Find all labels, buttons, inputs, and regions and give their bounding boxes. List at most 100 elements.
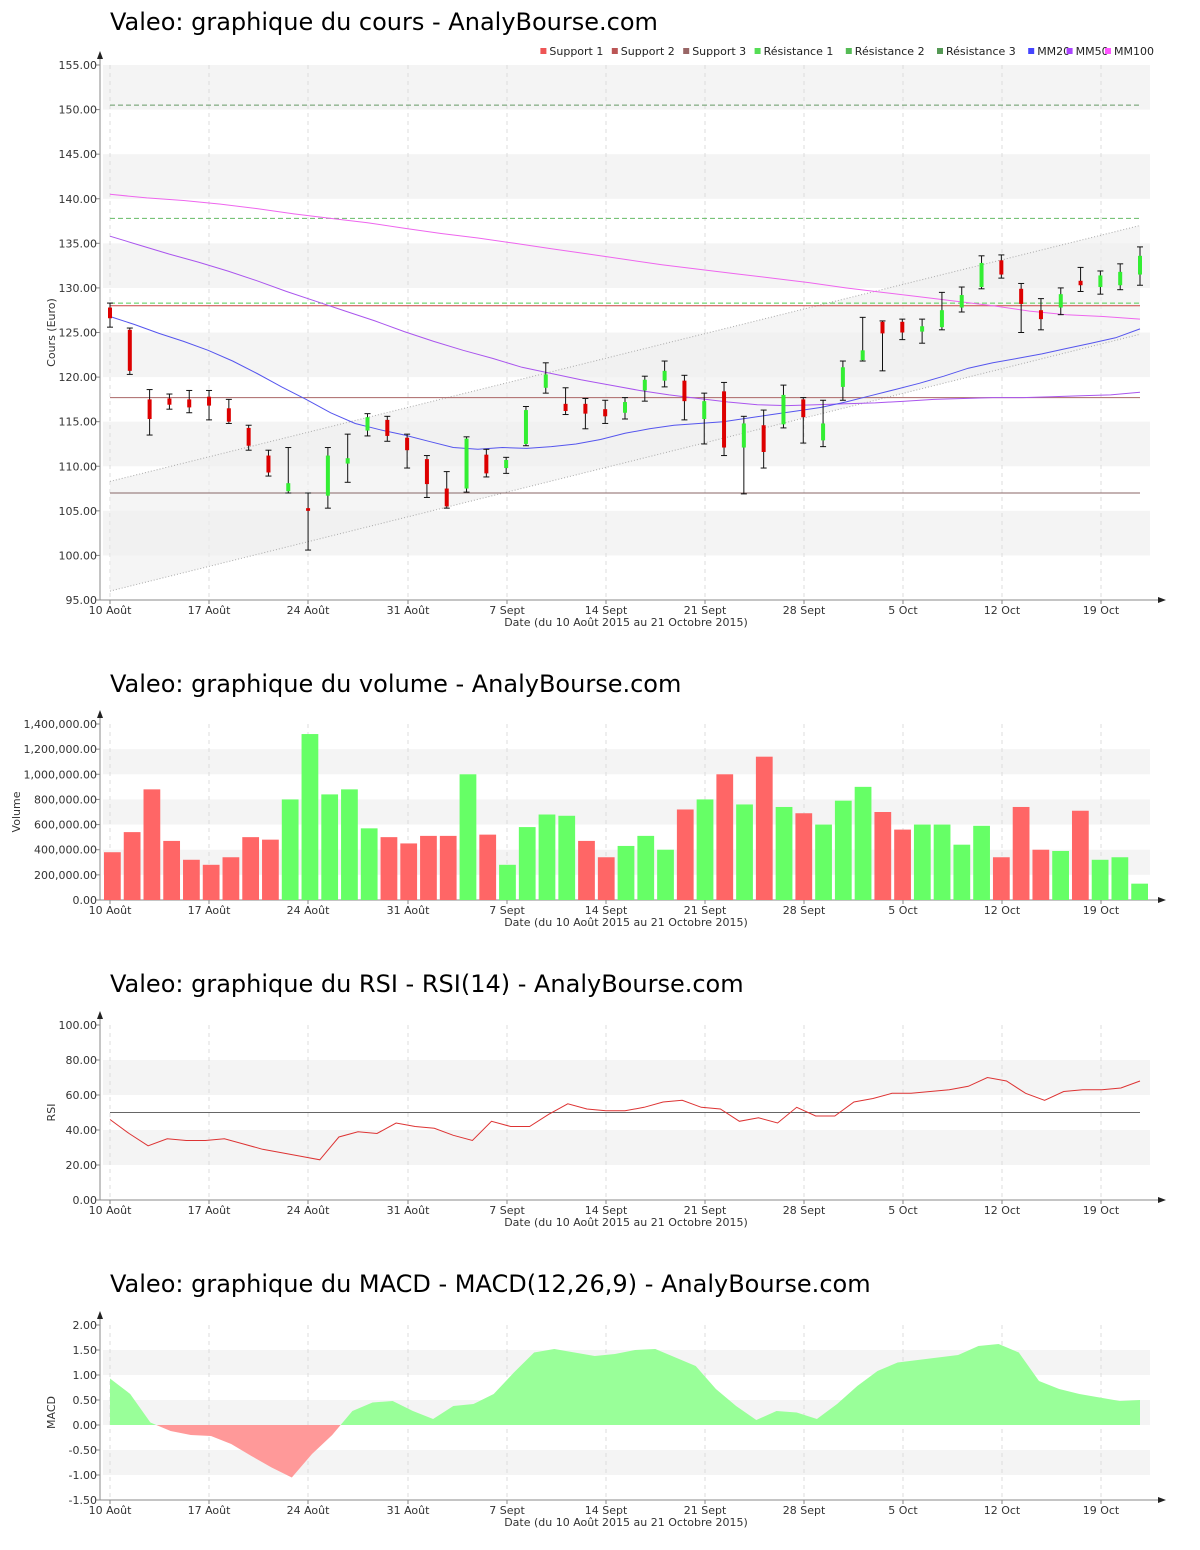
x-tick-label: 7 Sept [489,604,525,617]
y-tick-label: -1.50 [69,1494,97,1507]
x-tick-label: 7 Sept [489,1204,525,1217]
x-tick-label: 31 Août [387,1504,431,1517]
x-tick-label: 24 Août [287,1204,331,1217]
x-tick-label: 19 Oct [1083,1204,1120,1217]
x-tick-label: 10 Août [89,1204,133,1217]
volume-bar-up [696,799,714,900]
legend-label: MM20 [1037,45,1070,58]
y-tick-label: 95.00 [66,594,98,607]
y-tick-label: 135.00 [59,237,98,250]
candle-down [108,307,112,319]
volume-bar-up [1091,859,1109,900]
legend-label: Résistance 1 [764,45,834,58]
candle-up [860,350,865,361]
candle-down [1038,310,1043,320]
x-tick-label: 28 Sept [783,604,826,617]
volume-bar-down [380,837,398,900]
x-tick-label: 12 Oct [984,1204,1021,1217]
volume-bar-up [657,849,674,900]
candle-up [741,423,746,448]
y-tick-label: 100.00 [59,549,98,562]
candle-down [385,419,390,436]
candle-up [1098,275,1103,288]
candle-down [405,437,410,451]
y-tick-label: 105.00 [59,505,98,518]
x-tick-label: 12 Oct [984,1504,1021,1517]
volume-bar-up [973,825,990,900]
volume-bar-down [1032,849,1050,900]
rsi-chart-title: Valeo: graphique du RSI - RSI(14) - Anal… [110,970,744,998]
legend-marker [611,48,618,54]
y-tick-label: 150.00 [59,104,98,117]
volume-bar-up [321,794,339,900]
volume-bar-up [1052,850,1069,900]
x-tick-label: 12 Oct [984,904,1021,917]
y-tick-label: 145.00 [59,148,98,161]
candle-up [959,295,964,308]
volume-bar-down [163,840,181,900]
candle-down [1019,288,1024,304]
volume-bar-down [183,859,200,900]
volume-bar-up [834,800,852,900]
y-tick-label: 400,000.00 [34,844,97,857]
legend-label: Support 2 [621,45,675,58]
candle-up [286,483,291,492]
volume-bar-up [341,789,358,900]
candle-down [1078,280,1083,286]
candle-down [761,425,766,452]
y-tick-label: 200,000.00 [34,869,97,882]
volume-bar-up [854,786,872,900]
x-tick-label: 21 Sept [684,904,727,917]
candle-down [246,427,251,446]
candle-up [365,417,370,431]
legend-marker [540,48,547,54]
y-tick-label: 120.00 [59,371,98,384]
legend-label: Résistance 3 [946,45,1016,58]
volume-bar-down [1012,806,1030,900]
candle-up [1058,294,1063,308]
candle-up [662,370,667,381]
macd-chart-title: Valeo: graphique du MACD - MACD(12,26,9)… [110,1270,871,1298]
candle-down [682,380,687,402]
y-axis-label: Cours (Euro) [45,298,58,367]
volume-bar-down [1071,810,1089,900]
volume-chart-title: Valeo: graphique du volume - AnalyBourse… [110,670,682,698]
x-tick-label: 19 Oct [1083,1504,1120,1517]
volume-bar-up [953,844,971,900]
volume-bar-up [301,734,319,900]
y-axis-arrow [97,1311,103,1319]
volume-bar-down [716,774,734,900]
legend-label: MM100 [1114,45,1154,58]
candle-down [266,455,271,473]
y-tick-label: 125.00 [59,327,98,340]
volume-bar-down [578,840,595,900]
candle-down [900,321,905,333]
candle-down [226,408,231,422]
volume-bar-down [676,809,694,900]
x-tick-label: 17 Août [188,1504,232,1517]
x-tick-label: 31 Août [387,904,431,917]
grid-band [103,1130,1150,1165]
y-tick-label: 60.00 [66,1089,98,1102]
x-tick-label: 24 Août [287,604,331,617]
x-tick-label: 31 Août [387,604,431,617]
x-tick-label: 17 Août [188,1204,232,1217]
y-axis-arrow [97,51,103,59]
candle-down [801,399,806,418]
candle-down [187,399,192,408]
y-tick-label: 1.50 [73,1344,98,1357]
y-tick-label: 0.50 [73,1394,98,1407]
x-tick-label: 24 Août [287,904,331,917]
candle-up [543,374,548,388]
x-axis-label: Date (du 10 Août 2015 au 21 Octobre 2015… [504,616,748,629]
candle-up [1138,255,1142,275]
y-tick-label: 155.00 [59,59,98,72]
y-tick-label: 0.00 [73,1419,98,1432]
candle-up [642,379,647,391]
legend-marker [1105,48,1111,54]
x-axis-arrow [1158,597,1166,603]
candle-up [325,455,330,496]
x-tick-label: 19 Oct [1083,604,1120,617]
x-axis-label: Date (du 10 Août 2015 au 21 Octobre 2015… [504,916,748,929]
y-tick-label: 800,000.00 [34,793,97,806]
